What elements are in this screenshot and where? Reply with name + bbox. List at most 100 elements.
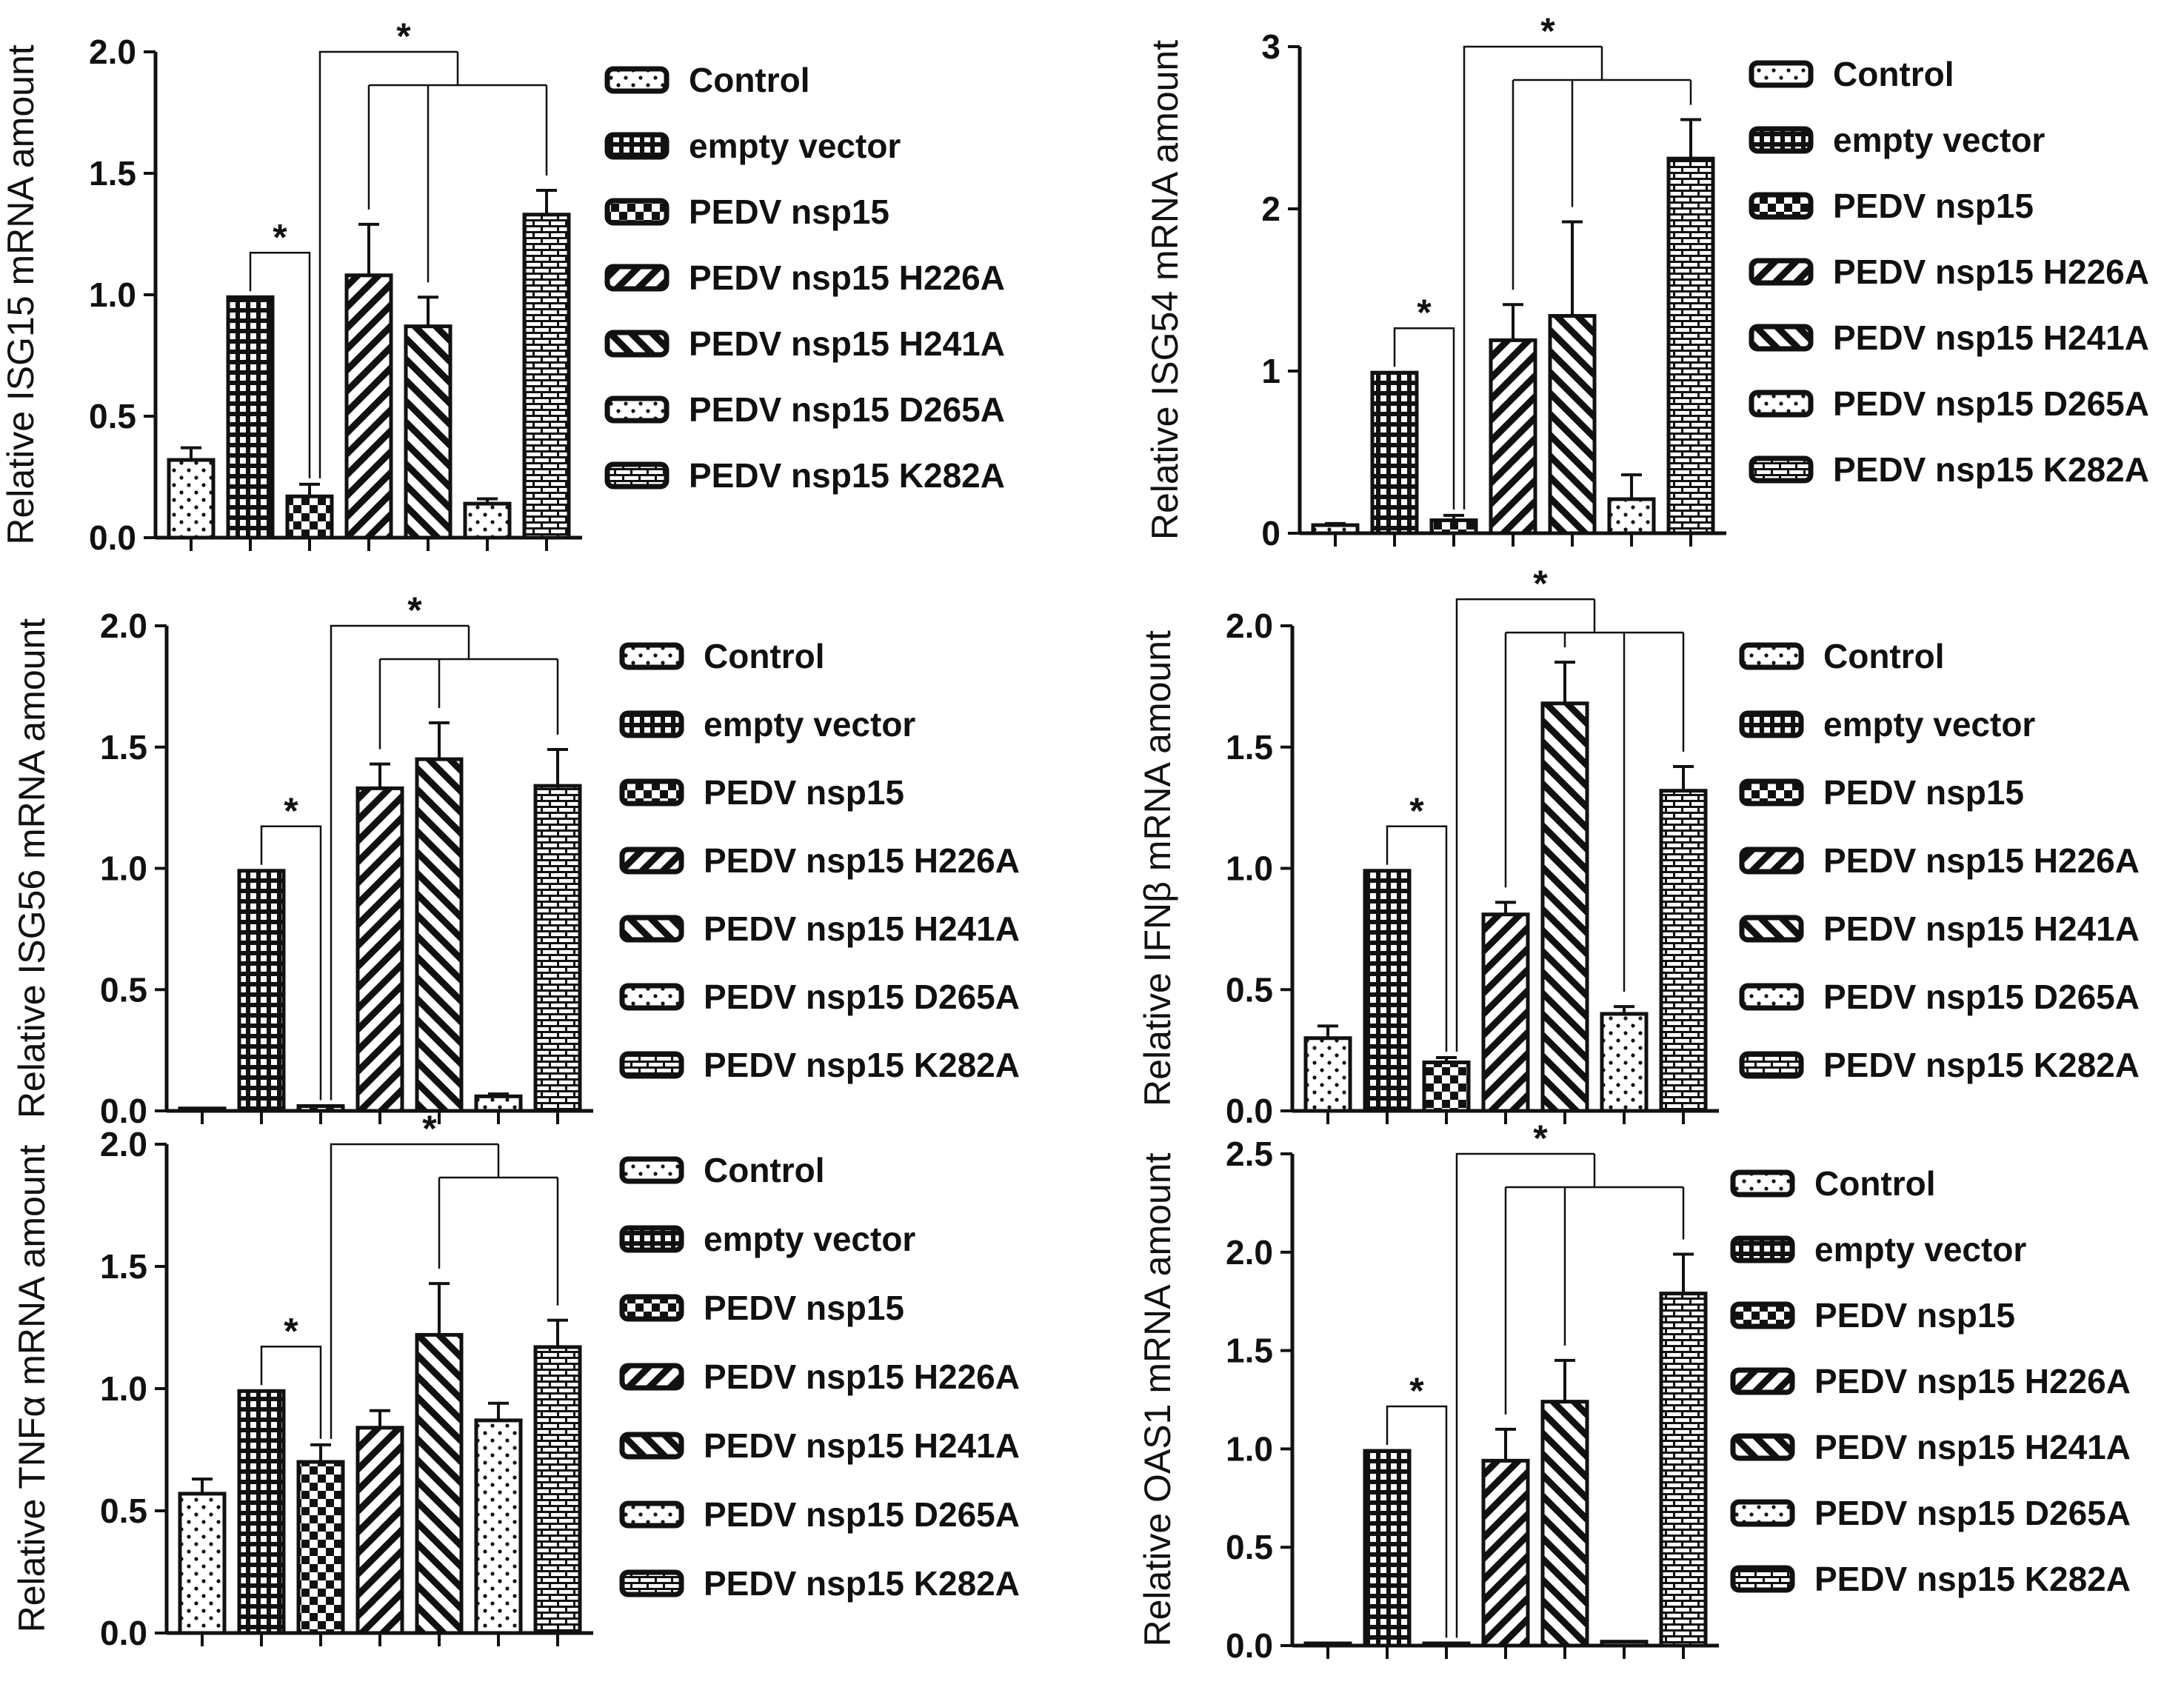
bar-6: [474, 1094, 523, 1113]
bar-6: [474, 1418, 523, 1635]
legend: Control empty vector PEDV nsp15 PEDV nsp15 …: [1749, 55, 2149, 489]
bar-4: [355, 1426, 404, 1635]
bar-1: [1303, 1641, 1352, 1648]
legend-item-7: PEDV nsp15 K282A: [1730, 1560, 2131, 1598]
legend-swatch: [1749, 126, 1814, 154]
legend: Control empty vector PEDV nsp15 PEDV nsp15 …: [619, 637, 1020, 1084]
significance-bracket-2: *: [1463, 10, 1692, 510]
legend-label: PEDV nsp15 H241A: [1814, 1428, 2131, 1466]
legend-label: PEDV nsp15 H241A: [1833, 318, 2149, 357]
legend-label: PEDV nsp15: [689, 193, 889, 231]
y-axis-title: Relative ISG56 mRNA amount: [11, 618, 53, 1118]
legend-item-3: PEDV nsp15: [604, 193, 889, 231]
bar-4: [1481, 912, 1530, 1113]
legend-swatch: [619, 642, 684, 670]
legend-item-3: PEDV nsp15: [1739, 773, 2024, 812]
y-tick-label: 2.0: [100, 1125, 147, 1163]
bar-7: [1666, 156, 1715, 535]
significance-bracket-1: *: [1386, 1370, 1448, 1638]
bracket-line: [1463, 45, 1602, 510]
bar-7: [1659, 789, 1708, 1113]
bar-2: [1363, 869, 1412, 1113]
legend-item-4: PEDV nsp15 H226A: [604, 258, 1005, 297]
legend-swatch: [1739, 915, 1804, 943]
chart-panel-4: 0.0 0.5 1.0 1.5 2.0 Relative IFNβ mRNA amount…: [1137, 563, 2140, 1130]
bar-4: [344, 273, 393, 540]
legend-label: PEDV nsp15 D265A: [1823, 978, 2140, 1016]
legend-swatch: [1739, 642, 1804, 670]
bracket-line: [260, 1346, 322, 1439]
legend: Control empty vector PEDV nsp15 PEDV nsp15 …: [604, 61, 1005, 495]
y-tick-label: 0.5: [89, 397, 136, 435]
y-tick-label: 1: [1261, 352, 1280, 390]
y-tick-label: 0.0: [89, 518, 136, 557]
bar-5: [1540, 1400, 1589, 1648]
y-axis-title: Relative OAS1 mRNA amount: [1137, 1152, 1178, 1646]
significance-bracket-2: *: [1455, 563, 1685, 1052]
y-tick-label: 2.0: [1226, 607, 1273, 645]
y-tick-label: 0.5: [100, 970, 147, 1009]
bar-5: [1548, 314, 1597, 535]
legend-swatch: [604, 330, 669, 358]
chart-panel-2: 0 1 2 3 Relative ISG54 mRNA amount * * Control e…: [1144, 10, 2149, 552]
legend-swatch: [619, 915, 684, 943]
legend-label: PEDV nsp15: [1823, 773, 2024, 812]
bar-7: [533, 784, 582, 1113]
significance-star: *: [407, 590, 422, 631]
legend-swatch: [619, 778, 684, 807]
significance-bracket-1: *: [260, 1310, 322, 1439]
legend-label: PEDV nsp15 H241A: [704, 1426, 1020, 1465]
legend-swatch: [619, 1051, 684, 1079]
significance-star: *: [284, 1310, 298, 1352]
significance-bracket-1: *: [1393, 292, 1455, 510]
legend-swatch: [619, 846, 684, 875]
legend-item-7: PEDV nsp15 K282A: [604, 456, 1005, 495]
legend-item-5: PEDV nsp15 H241A: [619, 909, 1020, 948]
legend-swatch: [1749, 324, 1814, 352]
bar-2: [237, 869, 286, 1113]
y-tick-label: 0.5: [1226, 970, 1273, 1009]
legend-swatch: [604, 461, 669, 490]
legend-item-6: PEDV nsp15 D265A: [1749, 384, 2149, 423]
bar-4: [1481, 1458, 1530, 1648]
legend-label: PEDV nsp15 K282A: [1814, 1560, 2131, 1598]
legend-label: Control: [1823, 637, 1945, 675]
y-tick-label: 1.5: [100, 1247, 147, 1286]
legend-swatch: [1749, 390, 1814, 418]
bracket-line: [249, 252, 311, 478]
legend-item-3: PEDV nsp15: [619, 773, 904, 812]
legend-item-2: empty vector: [1739, 705, 2035, 744]
y-axis-title: Relative IFNβ mRNA amount: [1137, 630, 1178, 1106]
chart-panel-5: 0.0 0.5 1.0 1.5 2.0 Relative TNFα mRNA amount…: [11, 1108, 1020, 1652]
legend-swatch: [604, 132, 669, 160]
significance-star: *: [1540, 10, 1555, 52]
legend-item-1: Control: [604, 61, 810, 99]
legend-item-1: Control: [619, 1151, 825, 1189]
legend-item-2: empty vector: [604, 127, 901, 165]
bar-1: [178, 1106, 227, 1113]
y-tick-label: 1.5: [89, 154, 136, 193]
legend-swatch: [619, 983, 684, 1011]
legend-swatch: [604, 198, 669, 226]
legend-label: empty vector: [704, 1220, 915, 1258]
legend-item-4: PEDV nsp15 H226A: [1749, 253, 2149, 291]
legend-item-4: PEDV nsp15 H226A: [1739, 841, 2140, 880]
legend-swatch: [1739, 778, 1804, 807]
y-axis-title: Relative ISG15 mRNA amount: [0, 44, 41, 544]
bar-3: [296, 1460, 345, 1635]
legend-swatch: [619, 1225, 684, 1253]
y-tick-label: 2.0: [89, 33, 136, 71]
legend-item-2: empty vector: [619, 705, 915, 744]
significance-star: *: [396, 16, 411, 57]
y-tick-label: 0.0: [1226, 1626, 1273, 1665]
legend-swatch: [604, 264, 669, 292]
legend-swatch: [1730, 1169, 1795, 1198]
bar-5: [415, 757, 464, 1113]
legend-label: PEDV nsp15 H226A: [1814, 1362, 2131, 1400]
bracket-line: [1386, 1405, 1448, 1638]
legend-item-2: empty vector: [619, 1220, 915, 1258]
y-tick-label: 0.5: [1226, 1528, 1273, 1566]
legend-label: PEDV nsp15 H226A: [1823, 841, 2140, 880]
y-tick-label: 1.0: [1226, 849, 1273, 888]
